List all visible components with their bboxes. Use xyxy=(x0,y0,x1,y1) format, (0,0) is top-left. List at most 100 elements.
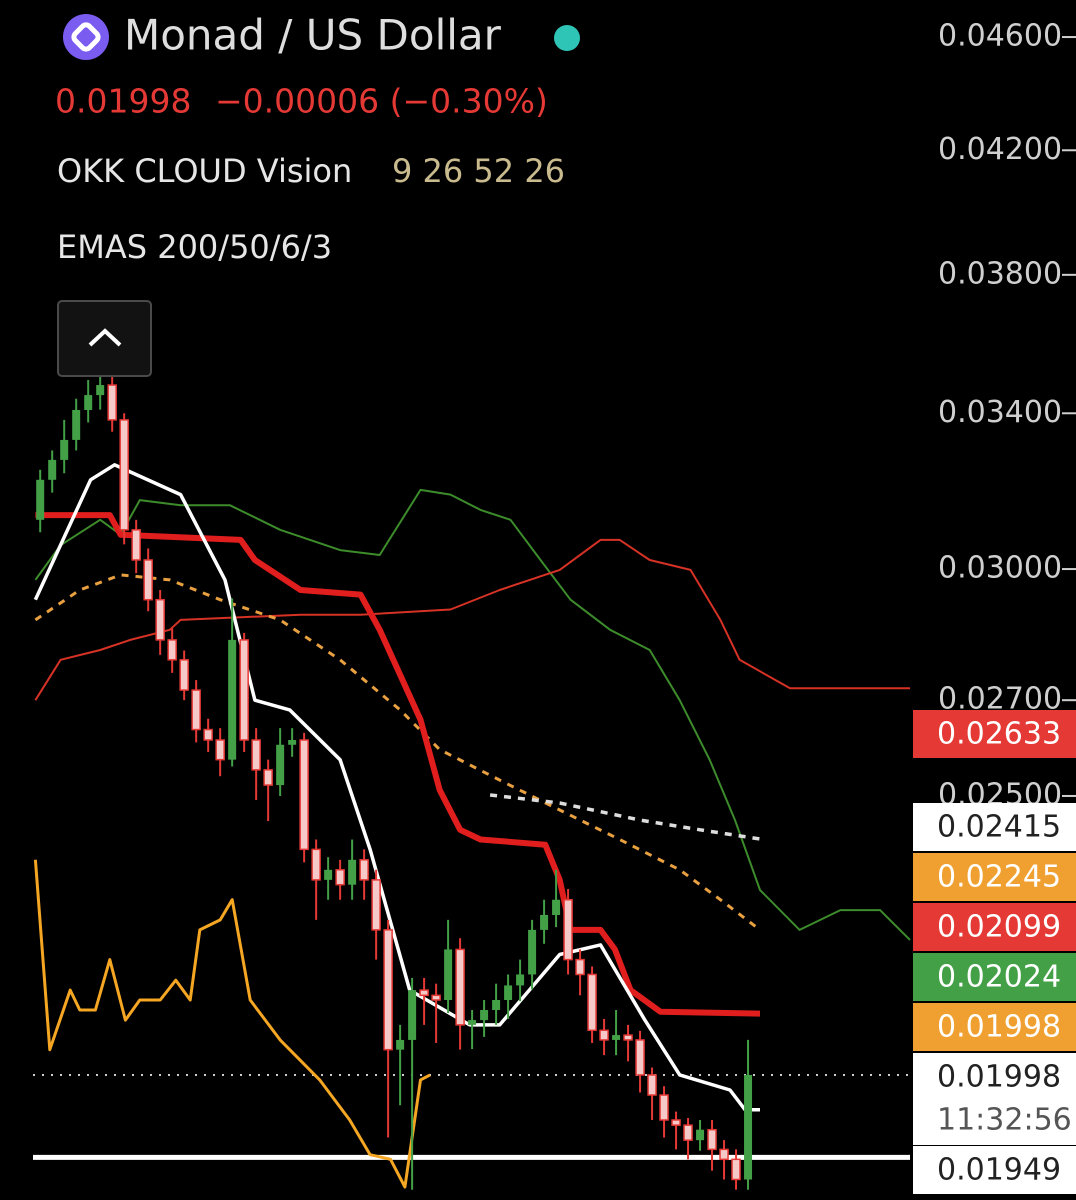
candle-body xyxy=(468,1020,477,1025)
collapse-button[interactable] xyxy=(57,300,152,377)
candle-body xyxy=(359,859,369,881)
candle-body xyxy=(552,899,561,915)
candle-body xyxy=(348,859,357,885)
candle-body xyxy=(455,948,465,1026)
chart-title: Monad / US Dollar xyxy=(124,11,502,60)
indicator-line xyxy=(34,573,761,932)
candle-body xyxy=(311,848,321,881)
indicator-line xyxy=(34,488,911,941)
price-tag xyxy=(913,853,1076,901)
price-tag xyxy=(913,903,1076,951)
candle-body xyxy=(612,1035,621,1040)
indicator-params: 9 26 52 26 xyxy=(392,152,565,190)
candle-body xyxy=(707,1128,717,1151)
candle-body xyxy=(528,929,537,975)
y-tick-label: 0.04600 xyxy=(938,19,1062,54)
candle-body xyxy=(107,384,117,421)
candle-body xyxy=(228,639,237,760)
plot-area xyxy=(33,366,911,1190)
candle-body xyxy=(563,898,573,961)
candle-body xyxy=(731,1158,741,1181)
candle-body xyxy=(419,989,429,997)
candle-body xyxy=(215,739,225,761)
candle-body xyxy=(36,479,45,520)
candle-body xyxy=(203,728,213,741)
candle-body xyxy=(396,1039,405,1050)
candle-body xyxy=(288,739,297,745)
price-tag-label: 0.02024 xyxy=(937,960,1061,995)
indicator-line xyxy=(35,512,761,1017)
price-tag xyxy=(913,803,1076,851)
candle-body xyxy=(263,769,273,786)
candle-body xyxy=(131,529,141,561)
candle-body xyxy=(575,958,585,976)
candle-body xyxy=(251,739,261,771)
price-tag xyxy=(913,953,1076,1001)
candle-body xyxy=(96,385,105,396)
price-tag-label: 0.02415 xyxy=(937,810,1061,845)
price-tag xyxy=(913,710,1076,758)
candle-body xyxy=(444,949,453,1001)
price-tag xyxy=(913,1053,1076,1145)
candle-body xyxy=(516,974,525,986)
candle-body xyxy=(48,459,57,480)
candle-body xyxy=(683,1124,693,1141)
indicator-line xyxy=(33,859,431,1189)
price-tag-label: 0.02633 xyxy=(937,717,1061,752)
candle-body xyxy=(504,985,513,1001)
candle-body xyxy=(696,1129,705,1141)
candle-body xyxy=(431,994,441,1001)
candle-body xyxy=(492,1000,501,1011)
candle-body xyxy=(72,409,81,440)
candle-body xyxy=(671,1119,681,1126)
indicator-name: EMAS 200/50/6/3 xyxy=(57,228,332,266)
y-tick-label: 0.03400 xyxy=(938,395,1062,430)
price-tag-label: 0.01998 xyxy=(937,1060,1061,1095)
price-tag-label: 0.02245 xyxy=(937,860,1061,895)
header: Monad / US Dollar 0.01998 −0.00006 (−0.3… xyxy=(55,11,580,377)
market-status-dot xyxy=(554,25,580,51)
candle-body xyxy=(239,639,249,741)
symbol-logo-mark xyxy=(71,22,101,52)
collapse-icon xyxy=(88,328,122,347)
candle-body xyxy=(480,1010,489,1021)
candle-body xyxy=(299,739,309,851)
candle-body xyxy=(719,1148,729,1161)
candle-body xyxy=(119,419,129,531)
price-tag xyxy=(913,1146,1076,1194)
candle-body xyxy=(324,869,333,880)
candle-body xyxy=(383,929,393,1051)
candle-body xyxy=(371,879,381,931)
candle-body xyxy=(155,598,165,641)
candle-body xyxy=(635,1039,645,1076)
indicator-line xyxy=(489,793,761,841)
candle-body xyxy=(167,639,177,661)
price-tag-label: 0.01949 xyxy=(937,1153,1061,1188)
last-price: 0.01998 xyxy=(55,82,191,121)
price-tags: 0.02633 0.02415 0.02245 0.02099 0.02024 0.019… xyxy=(913,710,1076,1194)
y-tick-label: 0.03800 xyxy=(938,256,1062,291)
candle-body xyxy=(408,990,417,1040)
candle-body xyxy=(143,559,153,601)
candle-body xyxy=(191,689,201,731)
candle-body xyxy=(335,869,345,886)
indicator-name: OKK CLOUD Vision xyxy=(57,152,352,190)
candle-body xyxy=(540,914,549,930)
candle-body xyxy=(60,439,69,460)
price-change: −0.00006 (−0.30%) xyxy=(215,82,548,121)
candle-body xyxy=(84,395,93,410)
price-axis: 0.046000.042000.038000.034000.030000.027… xyxy=(938,19,1076,812)
candle-body xyxy=(659,1094,669,1121)
price-tag-label: 0.01998 xyxy=(937,1010,1061,1045)
indicator-line xyxy=(34,538,910,701)
symbol-logo xyxy=(63,14,109,60)
candle-body xyxy=(744,1074,753,1180)
candle-body xyxy=(276,744,285,786)
candle-body xyxy=(179,659,189,691)
price-tag-time: 11:32:56 xyxy=(937,1103,1072,1138)
price-tag-label: 0.02099 xyxy=(937,910,1061,945)
y-tick-label: 0.03000 xyxy=(938,551,1062,586)
